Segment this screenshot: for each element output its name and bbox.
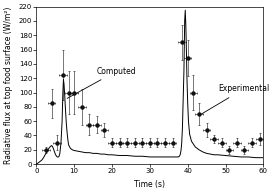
Text: Computed: Computed <box>67 67 137 98</box>
Y-axis label: Radiative flux at top food surface (W/m²): Radiative flux at top food surface (W/m²… <box>4 7 13 164</box>
Text: Experimental: Experimental <box>201 85 269 114</box>
X-axis label: Time (s): Time (s) <box>134 180 165 189</box>
